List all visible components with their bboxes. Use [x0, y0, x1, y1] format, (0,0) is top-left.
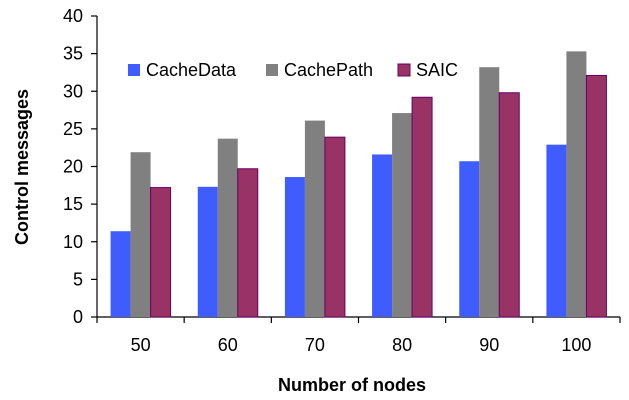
x-tick-label: 70: [305, 335, 325, 355]
bar-cachepath-80: [392, 113, 413, 317]
bar-cachepath-60: [217, 138, 238, 317]
y-tick-label: 20: [63, 157, 83, 177]
bar-cachedata-70: [284, 177, 305, 317]
bar-saic-60: [237, 168, 259, 318]
y-tick-label: 25: [63, 119, 83, 139]
bar-cachedata-50: [110, 231, 131, 317]
legend-swatch-cachepath: [266, 64, 278, 76]
y-tick-label: 30: [63, 81, 83, 101]
legend-label-cachepath: CachePath: [284, 60, 373, 80]
y-tick-label: 15: [63, 194, 83, 214]
bar-cachedata-60: [197, 186, 218, 317]
bar-saic-50: [150, 187, 172, 318]
legend-swatch-saic: [397, 63, 411, 77]
legend-label-cachedata: CacheData: [146, 60, 237, 80]
legend-label-saic: SAIC: [416, 60, 458, 80]
y-tick-label: 0: [73, 307, 83, 327]
bar-saic-80: [411, 96, 433, 318]
x-tick-label: 80: [392, 335, 412, 355]
bar-saic-90: [498, 92, 520, 318]
bars: [110, 51, 607, 318]
y-axis: 0 5 10 15 20 25 30 35 40: [63, 6, 98, 327]
bar-cachepath-90: [479, 67, 500, 317]
y-tick-label: 40: [63, 6, 83, 26]
x-tick-label: 100: [561, 335, 591, 355]
legend: CacheData CachePath SAIC: [128, 60, 458, 80]
bar-cachedata-80: [372, 154, 393, 317]
bar-saic-100: [585, 74, 607, 318]
x-tick-label: 90: [479, 335, 499, 355]
x-tick-label: 50: [131, 335, 151, 355]
bar-cachedata-100: [546, 144, 567, 317]
y-axis-title: Control messages: [12, 89, 32, 245]
bar-saic-70: [324, 136, 346, 318]
bar-cachepath-50: [130, 152, 151, 317]
x-axis: 50 60 70 80 90 100: [96, 316, 621, 355]
bar-cachepath-70: [304, 120, 325, 317]
bar-cachepath-100: [566, 51, 587, 318]
y-tick-label: 35: [63, 44, 83, 64]
bar-cachedata-90: [459, 161, 480, 317]
x-axis-title: Number of nodes: [278, 375, 426, 395]
y-tick-label: 10: [63, 232, 83, 252]
x-tick-label: 60: [218, 335, 238, 355]
y-tick-label: 5: [73, 269, 83, 289]
legend-swatch-cachedata: [128, 64, 140, 76]
